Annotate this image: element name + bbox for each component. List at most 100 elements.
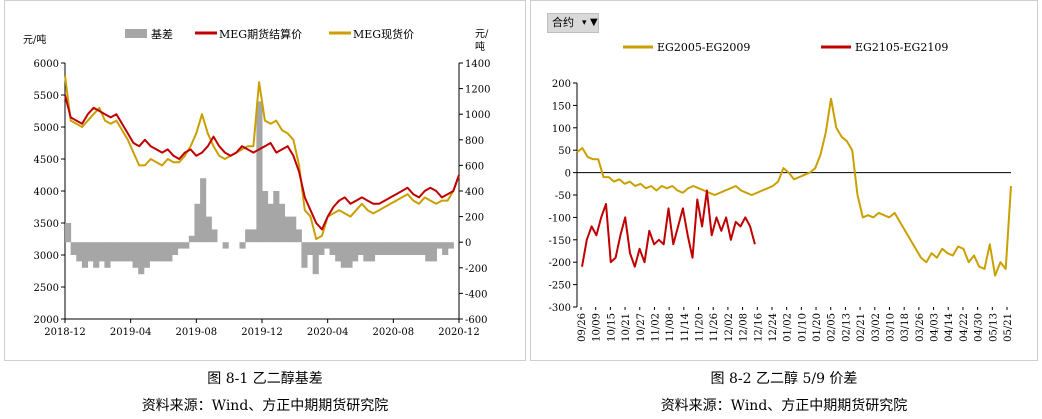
dropdown-arrow-icon: ▾ (582, 18, 587, 28)
contract-filter-label: 合约 (552, 16, 574, 29)
x-tick-label: 11/02 (650, 313, 661, 342)
basis-bar (87, 242, 94, 262)
basis-plot-area: 6000550050004500400035003000250020001400… (34, 59, 491, 338)
basis-bar (132, 242, 139, 268)
right-figure-source: 资料来源：Wind、方正中期期货研究院 (660, 398, 908, 414)
spread-chart: EG2005-EG2009 EG2105-EG2109 200 150 100 50 0… (549, 41, 1014, 342)
y-tick-label: -100 (549, 213, 571, 224)
basis-bar (110, 242, 117, 262)
basis-bar (188, 235, 195, 243)
x-tick-label: 12/08 (739, 313, 750, 342)
legend-label-settle: MEG期货结算价 (219, 27, 302, 41)
basis-bar (402, 242, 409, 255)
x-tick-label: 05/13 (988, 313, 999, 342)
basis-bar (352, 242, 359, 262)
x-tick-label: 04/30 (974, 313, 985, 342)
left-figure-title: 图 8-1 乙二醇基差 (207, 371, 323, 387)
right-y-tick-label: 200 (465, 213, 484, 224)
x-tick-label: 02/13 (841, 313, 852, 342)
legend: 基差 MEG期货结算价 MEG现货价 (125, 27, 414, 41)
x-tick-label: 03/10 (885, 313, 896, 342)
basis-bar (430, 242, 437, 262)
y-tick-label: -300 (549, 303, 571, 314)
x-tick-label: 2020-04 (307, 327, 349, 338)
x-tick-label: 11/08 (665, 313, 676, 342)
basis-bar (340, 242, 347, 268)
basis-bar (363, 242, 370, 262)
basis-bar (419, 242, 426, 255)
contract-filter-button[interactable]: 合约 ▾ ▼ (547, 13, 599, 33)
basis-bar (357, 242, 364, 255)
x-tick-label: 03/02 (871, 313, 882, 342)
basis-bar (391, 242, 398, 255)
left-y-tick-label: 5000 (34, 123, 59, 134)
x-tick-label: 2019-08 (176, 327, 218, 338)
x-tick-label: 01/10 (797, 313, 808, 342)
left-y-tick-label: 5500 (34, 91, 59, 102)
settlement-price-line (64, 94, 460, 231)
x-tick-label: 12/02 (724, 313, 735, 342)
basis-bar (81, 242, 89, 268)
right-figure-title: 图 8-2 乙二醇 5/9 价差 (710, 371, 858, 387)
legend-label-eg2005: EG2005-EG2009 (657, 41, 750, 54)
left-figure-source: 资料来源：Wind、方正中期期货研究院 (141, 398, 389, 414)
x-tick-label: 11/20 (695, 313, 706, 342)
basis-bar (245, 229, 252, 243)
basis-bar (239, 242, 246, 249)
basis-bar (273, 191, 280, 243)
y-tick-label: -200 (549, 258, 571, 269)
right-y-tick-label: -400 (465, 289, 487, 300)
y-tick-label: -150 (549, 236, 571, 247)
basis-bar (413, 242, 421, 255)
x-tick-label: 03/26 (915, 313, 926, 342)
right-y-tick-label: 1000 (465, 110, 490, 121)
x-tick-label: 09/26 (577, 313, 588, 342)
basis-bar (149, 242, 156, 262)
basis-bar (307, 242, 314, 255)
legend-label-basis: 基差 (151, 27, 173, 41)
basis-bar (368, 242, 376, 262)
basis-bar (205, 216, 212, 243)
y-tick-label: 200 (552, 79, 571, 90)
basis-bar (284, 216, 291, 243)
x-tick-label: 05/21 (1003, 313, 1014, 342)
basis-bar (335, 242, 342, 262)
basis-bar (250, 229, 257, 243)
spot-price-line (64, 75, 460, 240)
x-tick-label: 11/14 (680, 313, 691, 342)
left-y-tick-label: 4000 (34, 187, 59, 198)
right-y-tick-label: -200 (465, 264, 487, 275)
basis-bar (447, 242, 454, 249)
basis-bar (436, 242, 443, 249)
basis-bar (177, 242, 184, 249)
basis-bar (76, 242, 83, 262)
x-tick-label: 10/27 (636, 313, 647, 342)
x-tick-label: 04/22 (959, 313, 970, 342)
basis-bar (104, 242, 111, 268)
x-tick-label: 03/18 (900, 313, 911, 342)
basis-bar (126, 242, 134, 262)
left-y-unit-label: 元/吨 (23, 33, 46, 46)
basis-bar (256, 101, 263, 243)
y-tick-label: 0 (565, 169, 571, 180)
basis-bar (166, 242, 173, 262)
basis-bar (397, 242, 404, 255)
y-tick-label: 100 (552, 124, 571, 135)
left-y-tick-label: 2000 (34, 315, 59, 326)
right-y-tick-label: 800 (465, 136, 484, 147)
basis-bar (194, 203, 201, 243)
basis-bar (200, 178, 207, 243)
basis-bar (408, 242, 415, 255)
right-y-tick-label: 1400 (465, 59, 490, 70)
left-y-tick-label: 3000 (34, 251, 59, 262)
basis-bar (301, 242, 308, 268)
basis-bar (155, 242, 162, 262)
basis-chart-panel: 元/吨 元/吨 基差 MEG期货结算价 MEG现货价 6000 5500 5000 4… (4, 0, 526, 361)
basis-bar (138, 242, 145, 275)
right-y-tick-label: 0 (465, 238, 471, 249)
x-tick-label: 2020-08 (373, 327, 415, 338)
basis-bar (374, 242, 381, 255)
x-tick-label: 2018-12 (44, 327, 86, 338)
right-y-tick-label: 1200 (465, 85, 490, 96)
right-y-tick-label: -600 (465, 315, 487, 326)
